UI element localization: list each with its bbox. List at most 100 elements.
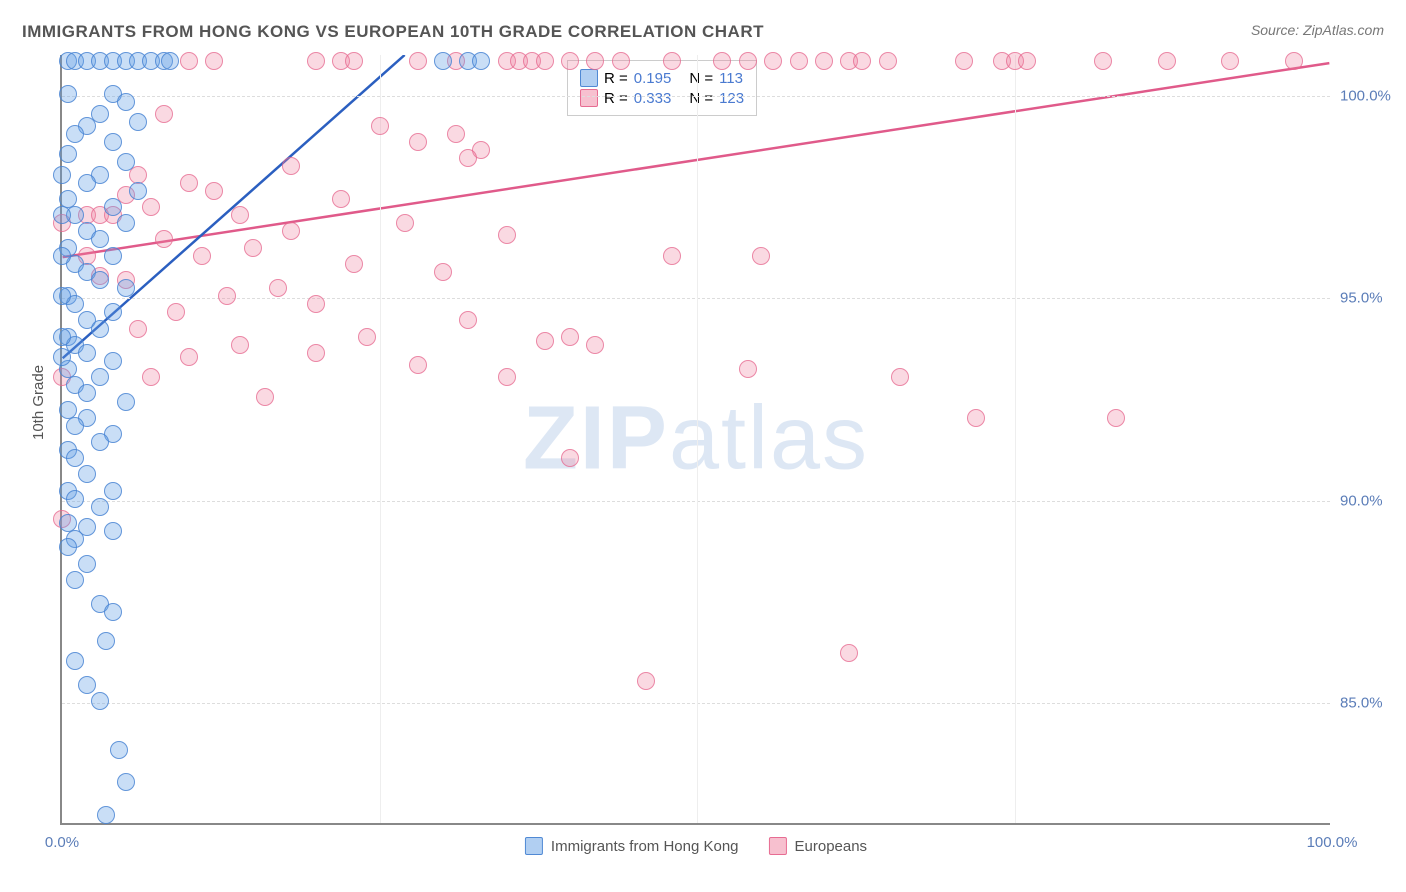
data-point (1221, 52, 1239, 70)
data-point (104, 198, 122, 216)
data-point (117, 214, 135, 232)
x-tick-label: 100.0% (1307, 834, 1358, 851)
data-point (193, 247, 211, 265)
data-point (104, 247, 122, 265)
data-point (59, 538, 77, 556)
data-point (472, 52, 490, 70)
data-point (231, 336, 249, 354)
data-point (59, 85, 77, 103)
data-point (129, 320, 147, 338)
data-point (104, 603, 122, 621)
data-point (345, 255, 363, 273)
data-point (117, 153, 135, 171)
data-point (78, 676, 96, 694)
data-point (78, 555, 96, 573)
data-point (447, 125, 465, 143)
data-point (91, 368, 109, 386)
gridline (62, 298, 1330, 299)
data-point (53, 166, 71, 184)
gridline (62, 96, 1330, 97)
data-point (561, 449, 579, 467)
data-point (307, 52, 325, 70)
data-point (91, 498, 109, 516)
data-point (53, 287, 71, 305)
data-point (282, 222, 300, 240)
data-point (409, 52, 427, 70)
watermark: ZIPatlas (523, 388, 869, 491)
data-point (104, 482, 122, 500)
data-point (66, 449, 84, 467)
data-point (91, 230, 109, 248)
y-tick-label: 90.0% (1340, 492, 1400, 509)
data-point (764, 52, 782, 70)
data-point (282, 157, 300, 175)
data-point (536, 52, 554, 70)
data-point (536, 332, 554, 350)
data-point (91, 271, 109, 289)
data-point (117, 93, 135, 111)
data-point (1285, 52, 1303, 70)
gridline (62, 703, 1330, 704)
gridline (62, 501, 1330, 502)
data-point (434, 263, 452, 281)
data-point (161, 52, 179, 70)
data-point (853, 52, 871, 70)
data-point (78, 384, 96, 402)
y-tick-label: 95.0% (1340, 290, 1400, 307)
legend-swatch-pink (580, 89, 598, 107)
data-point (78, 174, 96, 192)
data-point (1107, 409, 1125, 427)
data-point (91, 433, 109, 451)
data-point (142, 198, 160, 216)
data-point (967, 409, 985, 427)
data-point (142, 368, 160, 386)
data-point (78, 344, 96, 362)
data-point (586, 52, 604, 70)
data-point (104, 133, 122, 151)
data-point (53, 247, 71, 265)
data-point (345, 52, 363, 70)
data-point (117, 393, 135, 411)
data-point (53, 348, 71, 366)
data-point (180, 174, 198, 192)
data-point (663, 52, 681, 70)
data-point (155, 105, 173, 123)
y-tick-label: 100.0% (1340, 87, 1400, 104)
data-point (66, 571, 84, 589)
data-point (244, 239, 262, 257)
data-point (66, 490, 84, 508)
y-tick-label: 85.0% (1340, 695, 1400, 712)
data-point (739, 52, 757, 70)
data-point (66, 417, 84, 435)
data-point (459, 311, 477, 329)
data-point (409, 356, 427, 374)
data-point (155, 230, 173, 248)
data-point (117, 279, 135, 297)
data-point (180, 52, 198, 70)
series-legend: Immigrants from Hong Kong Europeans (525, 837, 867, 855)
gridline (697, 55, 698, 823)
data-point (59, 145, 77, 163)
data-point (129, 182, 147, 200)
data-point (612, 52, 630, 70)
data-point (91, 320, 109, 338)
data-point (358, 328, 376, 346)
gridline (1015, 55, 1016, 823)
data-point (307, 295, 325, 313)
data-point (104, 303, 122, 321)
y-axis-label: 10th Grade (30, 365, 47, 440)
data-point (586, 336, 604, 354)
data-point (739, 360, 757, 378)
data-point (891, 368, 909, 386)
data-point (205, 52, 223, 70)
data-point (663, 247, 681, 265)
data-point (167, 303, 185, 321)
data-point (104, 352, 122, 370)
data-point (840, 644, 858, 662)
legend-swatch-pink (769, 837, 787, 855)
data-point (879, 52, 897, 70)
data-point (78, 465, 96, 483)
data-point (498, 226, 516, 244)
data-point (66, 125, 84, 143)
trend-lines (62, 55, 1330, 823)
